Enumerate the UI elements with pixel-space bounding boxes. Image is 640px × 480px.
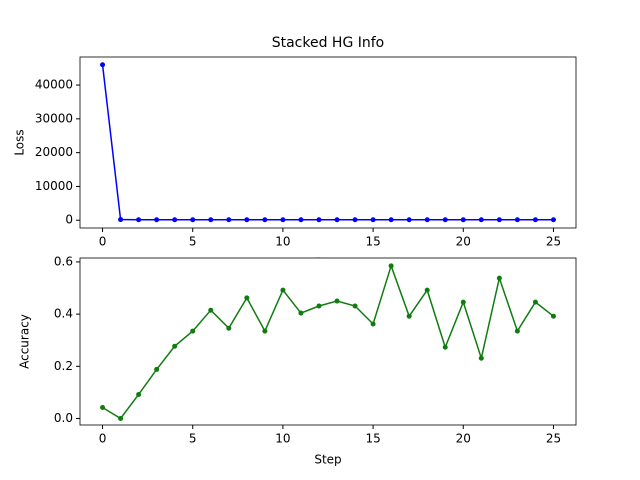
x-tick-label: 5 [189, 235, 197, 249]
point [262, 328, 268, 334]
point [532, 217, 538, 223]
point [190, 328, 196, 334]
point [154, 366, 160, 372]
point [280, 217, 286, 223]
y-axis-label: Accuracy [18, 314, 32, 369]
point [352, 217, 358, 223]
point [352, 303, 358, 309]
point [172, 217, 178, 223]
series-line [101, 64, 554, 221]
point [244, 295, 250, 301]
axes-background [80, 258, 576, 425]
y-tick-label: 10000 [35, 179, 73, 193]
point [496, 217, 502, 223]
x-axis-label: Step [314, 453, 341, 467]
y-tick-label: 0 [65, 213, 73, 227]
point [424, 287, 430, 293]
point [514, 328, 520, 334]
point [208, 307, 214, 313]
point [244, 217, 250, 223]
point [262, 217, 268, 223]
y-tick-label: 0.0 [54, 411, 73, 425]
point [226, 325, 232, 331]
point [334, 217, 340, 223]
point [460, 217, 466, 223]
axes-frame [79, 257, 577, 426]
point [136, 391, 142, 397]
point [172, 343, 178, 349]
point [334, 298, 340, 304]
point [460, 299, 466, 305]
x-tick-label: 10 [275, 432, 290, 446]
y-tick-label: 0.6 [54, 254, 73, 268]
point [532, 299, 538, 305]
point [406, 313, 412, 319]
x-tick-label: 0 [99, 432, 107, 446]
x-tick-label: 25 [546, 432, 561, 446]
y-tick-label: 30000 [35, 111, 73, 125]
point [478, 355, 484, 361]
point [190, 217, 196, 223]
x-tick-label: 0 [99, 235, 107, 249]
point [550, 313, 556, 319]
point [298, 310, 304, 316]
axes-background [80, 57, 576, 228]
point [280, 287, 286, 293]
point [406, 217, 412, 223]
point [388, 263, 394, 269]
point [478, 217, 484, 223]
point [550, 217, 556, 223]
x-tick-label: 20 [456, 235, 471, 249]
point [100, 405, 106, 411]
y-tick-label: 40000 [35, 78, 73, 92]
chart-title: Stacked HG Info [272, 35, 385, 51]
point [424, 217, 430, 223]
point [154, 217, 160, 223]
point [370, 321, 376, 327]
point [316, 217, 322, 223]
point [100, 62, 106, 68]
axes-frame [79, 56, 577, 229]
x-tick-label: 15 [365, 235, 380, 249]
point [208, 217, 214, 223]
y-tick-label: 0.4 [54, 307, 73, 321]
point [370, 217, 376, 223]
x-tick-label: 10 [275, 235, 290, 249]
y-tick-label: 0.2 [54, 359, 73, 373]
x-tick-label: 25 [546, 235, 561, 249]
y-axis-label: Loss [13, 129, 27, 155]
point [118, 217, 124, 223]
point [388, 217, 394, 223]
point [514, 217, 520, 223]
series-line [102, 263, 554, 420]
point [298, 217, 304, 223]
point [496, 275, 502, 281]
x-tick-label: 5 [189, 432, 197, 446]
x-tick-label: 15 [365, 432, 380, 446]
point [136, 217, 142, 223]
point [316, 303, 322, 309]
x-tick-label: 20 [456, 432, 471, 446]
point [442, 217, 448, 223]
y-tick-label: 20000 [35, 145, 73, 159]
point [442, 344, 448, 350]
point [226, 217, 232, 223]
point [118, 415, 124, 421]
